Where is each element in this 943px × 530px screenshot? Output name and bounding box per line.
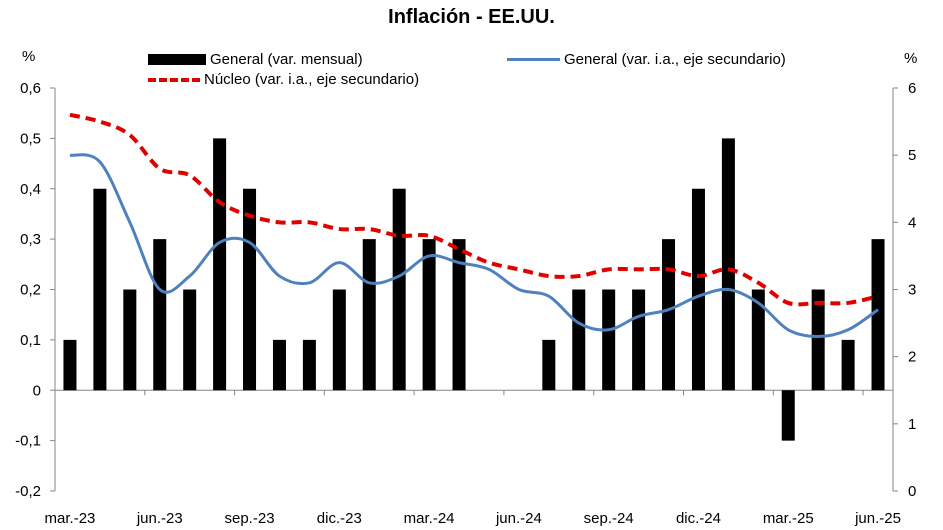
right-tick-label: 6 [908,80,916,97]
bar-general-mensual [632,289,646,391]
left-tick-label: 0,2 [20,282,41,299]
legend-dash-swatch [148,77,200,82]
left-tick-label: 0 [33,382,41,399]
bar-general-mensual [213,138,227,391]
bar-general-mensual [662,239,676,391]
right-tick-label: 4 [908,214,916,231]
right-axis-unit: % [904,50,918,67]
left-tick-label: -0,1 [15,433,41,450]
right-tick-label: 3 [908,282,916,299]
legend-item-nucleo-ia: Núcleo (var. i.a., eje secundario) [148,71,419,88]
chart-title: Inflación - EE.UU. [388,6,555,28]
x-tick-label: mar.-23 [45,510,96,527]
bar-general-mensual [272,339,286,391]
left-axis-unit: % [22,48,36,65]
x-tick-label: mar.-24 [404,510,455,527]
bar-general-mensual [243,188,257,391]
x-tick-label: dic.-24 [676,510,721,527]
right-tick-label: 2 [908,349,916,366]
bar-general-mensual [721,138,735,391]
bar-general-mensual [332,289,346,391]
x-tick-label: sep.-24 [584,510,634,527]
legend-item-general-mensual: General (var. mensual) [148,51,363,68]
legend-label-nucleo-ia: Núcleo (var. i.a., eje secundario) [204,71,420,88]
x-tick-label: dic.-23 [317,510,362,527]
legend-line-swatch [507,58,560,61]
right-tick-label: 0 [908,483,916,500]
bar-general-mensual [452,239,466,391]
bar-general-mensual [781,390,795,441]
x-tick-label: jun.-23 [136,510,183,527]
bar-general-mensual [602,289,616,391]
x-tick-label: mar.-25 [763,510,814,527]
bar-general-mensual [811,289,825,391]
right-tick-label: 5 [908,147,916,164]
left-tick-label: 0,6 [20,80,41,97]
left-tick-label: 0,3 [20,231,41,248]
bar-general-mensual [183,289,197,391]
legend-label-general-mensual: General (var. mensual) [210,51,363,68]
x-tick-label: jun.-25 [854,510,901,527]
bar-general-mensual [572,289,586,391]
legend-label-general-ia: General (var. i.a., eje secundario) [564,51,786,68]
legend-item-general-ia: General (var. i.a., eje secundario) [507,51,786,68]
bar-general-mensual [542,339,556,391]
line-general-interanual [69,153,879,339]
bar-general-mensual [841,339,855,391]
left-tick-label: 0,1 [20,332,41,349]
bar-general-mensual [63,339,77,391]
bar-general-mensual [302,339,316,391]
bar-general-mensual [751,289,765,391]
left-tick-label: -0,2 [15,483,41,500]
bar-general-mensual [392,188,406,391]
line-nucleo-interanual [69,112,879,307]
bar-general-mensual [153,239,167,391]
bar-general-mensual [93,188,107,391]
x-tick-label: jun.-24 [495,510,542,527]
left-tick-label: 0,4 [20,181,41,198]
bar-general-mensual [123,289,137,391]
left-tick-label: 0,5 [20,130,41,147]
bar-general-mensual [691,188,705,391]
bar-general-mensual [871,239,885,391]
legend-bar-swatch [148,54,206,65]
bar-general-mensual [362,239,376,391]
right-tick-label: 1 [908,416,916,433]
bar-general-mensual [422,239,436,391]
x-tick-label: sep.-23 [225,510,275,527]
